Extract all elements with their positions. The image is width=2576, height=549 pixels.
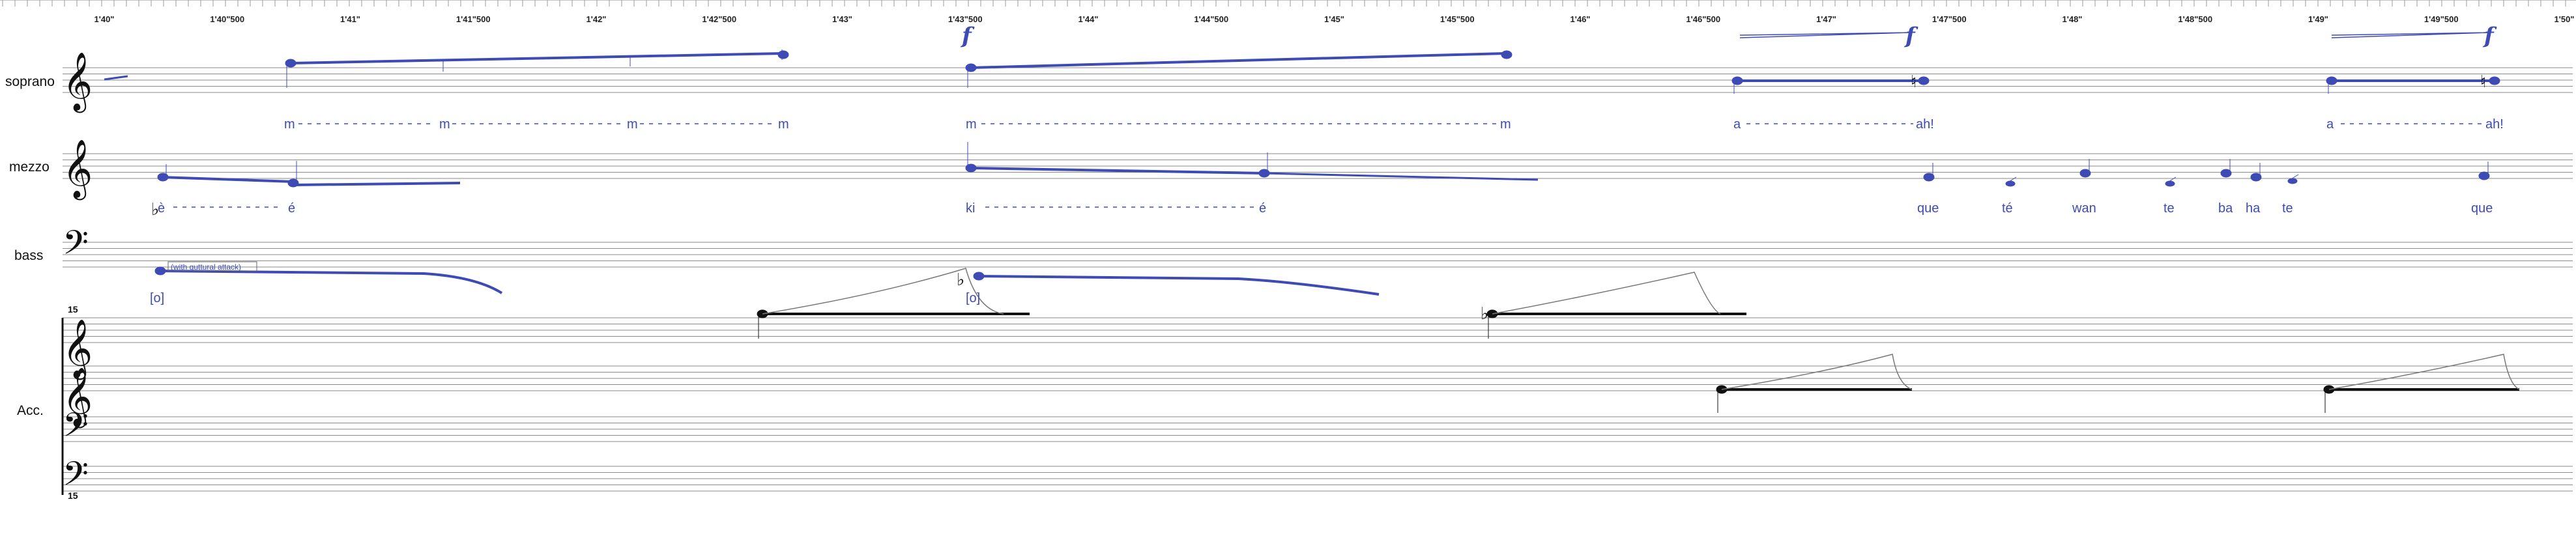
timeline-label: 1'42": [586, 14, 607, 24]
flat-accidental-icon: ♭: [957, 270, 964, 290]
timeline-label: 1'47"500: [1932, 14, 1967, 24]
timeline-label: 1'40"500: [210, 14, 244, 24]
crescendo-hairpin: [2331, 32, 2490, 38]
lyric-syllable: ki: [966, 201, 975, 216]
lyric-syllable: ha: [2246, 201, 2261, 216]
timeline-label: 1'41": [340, 14, 360, 24]
lyric-syllable: que: [2471, 201, 2493, 216]
soprano-label: soprano: [5, 74, 55, 89]
lyric-syllable: te: [2282, 201, 2293, 216]
dynamic-forte: f: [1904, 23, 1918, 49]
flat-accidental-icon: ♭: [1481, 304, 1488, 324]
lyric-syllable: té: [2002, 201, 2013, 216]
timeline-label: 1'43"500: [948, 14, 983, 24]
timeline-label: 1'46"500: [1686, 14, 1720, 24]
octave-top-marking: 15: [68, 304, 78, 315]
timeline-label: 1'45"500: [1440, 14, 1475, 24]
timeline-label: 1'40": [94, 14, 115, 24]
bass-notes: [154, 261, 1380, 296]
bass-clef-icon: 𝄢: [63, 223, 89, 270]
lyric-syllable: ah!: [2485, 117, 2504, 132]
timeline-ruler: 1'40" 1'40"500 1'41" 1'41"500 1'42" 1'42"500 1…: [0, 0, 2576, 24]
bass-lyrics: [o] [o]: [150, 291, 980, 305]
lyric-syllable: m: [966, 117, 977, 132]
guttural-attack-annotation: (with guttural attack): [171, 262, 241, 272]
timeline-label: 1'47": [1816, 14, 1836, 24]
lyric-syllable: é: [1259, 201, 1266, 216]
lyric-syllable: m: [627, 117, 638, 132]
timeline-label: 1'43": [832, 14, 852, 24]
lyric-syllable: m: [284, 117, 295, 132]
timeline-label: 1'50": [2554, 14, 2575, 24]
lyric-syllable: a: [1733, 117, 1741, 132]
lyric-syllable: wan: [2072, 201, 2096, 216]
timeline-label: 1'46": [1570, 14, 1591, 24]
lyric-syllable: [o]: [150, 291, 164, 305]
timeline-label: 1'44"500: [1194, 14, 1228, 24]
timeline-label: 1'49"500: [2424, 14, 2459, 24]
treble-clef-icon: 𝄞: [63, 139, 93, 201]
accordion-notes: [757, 268, 2520, 413]
soprano-lyrics: m m m m m m a ah! a ah!: [284, 117, 2504, 132]
soprano-notes: [104, 49, 2500, 94]
lyric-syllable: è: [158, 201, 165, 216]
dynamic-forte: f: [2483, 23, 2497, 49]
lyric-syllable: que: [1917, 201, 1939, 216]
mezzo-label: mezzo: [9, 160, 50, 175]
lyric-syllable: a: [2326, 117, 2334, 132]
timeline-label: 1'49": [2308, 14, 2328, 24]
lyric-syllable: m: [439, 117, 450, 132]
lyric-syllable: é: [288, 201, 295, 216]
lyric-syllable: ah!: [1916, 117, 1934, 132]
lyric-syllable: te: [2164, 201, 2175, 216]
dynamic-forte: f: [961, 23, 975, 49]
crescendo-hairpin: [1739, 32, 1910, 38]
treble-clef-icon: 𝄞: [63, 52, 93, 113]
timeline-label: 1'44": [1078, 14, 1099, 24]
treble-clef-icon: 𝄞: [63, 319, 93, 380]
mezzo-notes: [157, 142, 2490, 188]
timeline-label: 1'41"500: [456, 14, 491, 24]
lyric-syllable: m: [778, 117, 789, 132]
lyric-syllable: [o]: [966, 291, 980, 305]
natural-accidental-icon: ♮: [2480, 72, 2486, 92]
timeline-label: 1'48"500: [2178, 14, 2212, 24]
timeline-label: 1'45": [1324, 14, 1344, 24]
mezzo-lyrics: è é ki é que té wan te ba ha te que: [158, 201, 2493, 216]
lyric-syllable: m: [1500, 117, 1511, 132]
natural-accidental-icon: ♮: [1911, 72, 1917, 92]
lyric-syllable: ba: [2218, 201, 2233, 216]
accordion-label: Acc.: [17, 403, 44, 418]
lyric-extenders: [173, 123, 2483, 208]
octave-bottom-marking: 15: [68, 490, 78, 501]
staff-systems: [63, 67, 2573, 492]
bass-label: bass: [14, 248, 43, 263]
flat-accidental-icon: ♭: [151, 200, 159, 219]
timeline-label: 1'42"500: [702, 14, 736, 24]
bass-clef-icon: 𝄢: [63, 405, 89, 453]
bass-clef-icon: 𝄢: [63, 454, 89, 501]
treble-clef-icon: 𝄞: [63, 367, 93, 429]
timeline-label: 1'48": [2062, 14, 2083, 24]
